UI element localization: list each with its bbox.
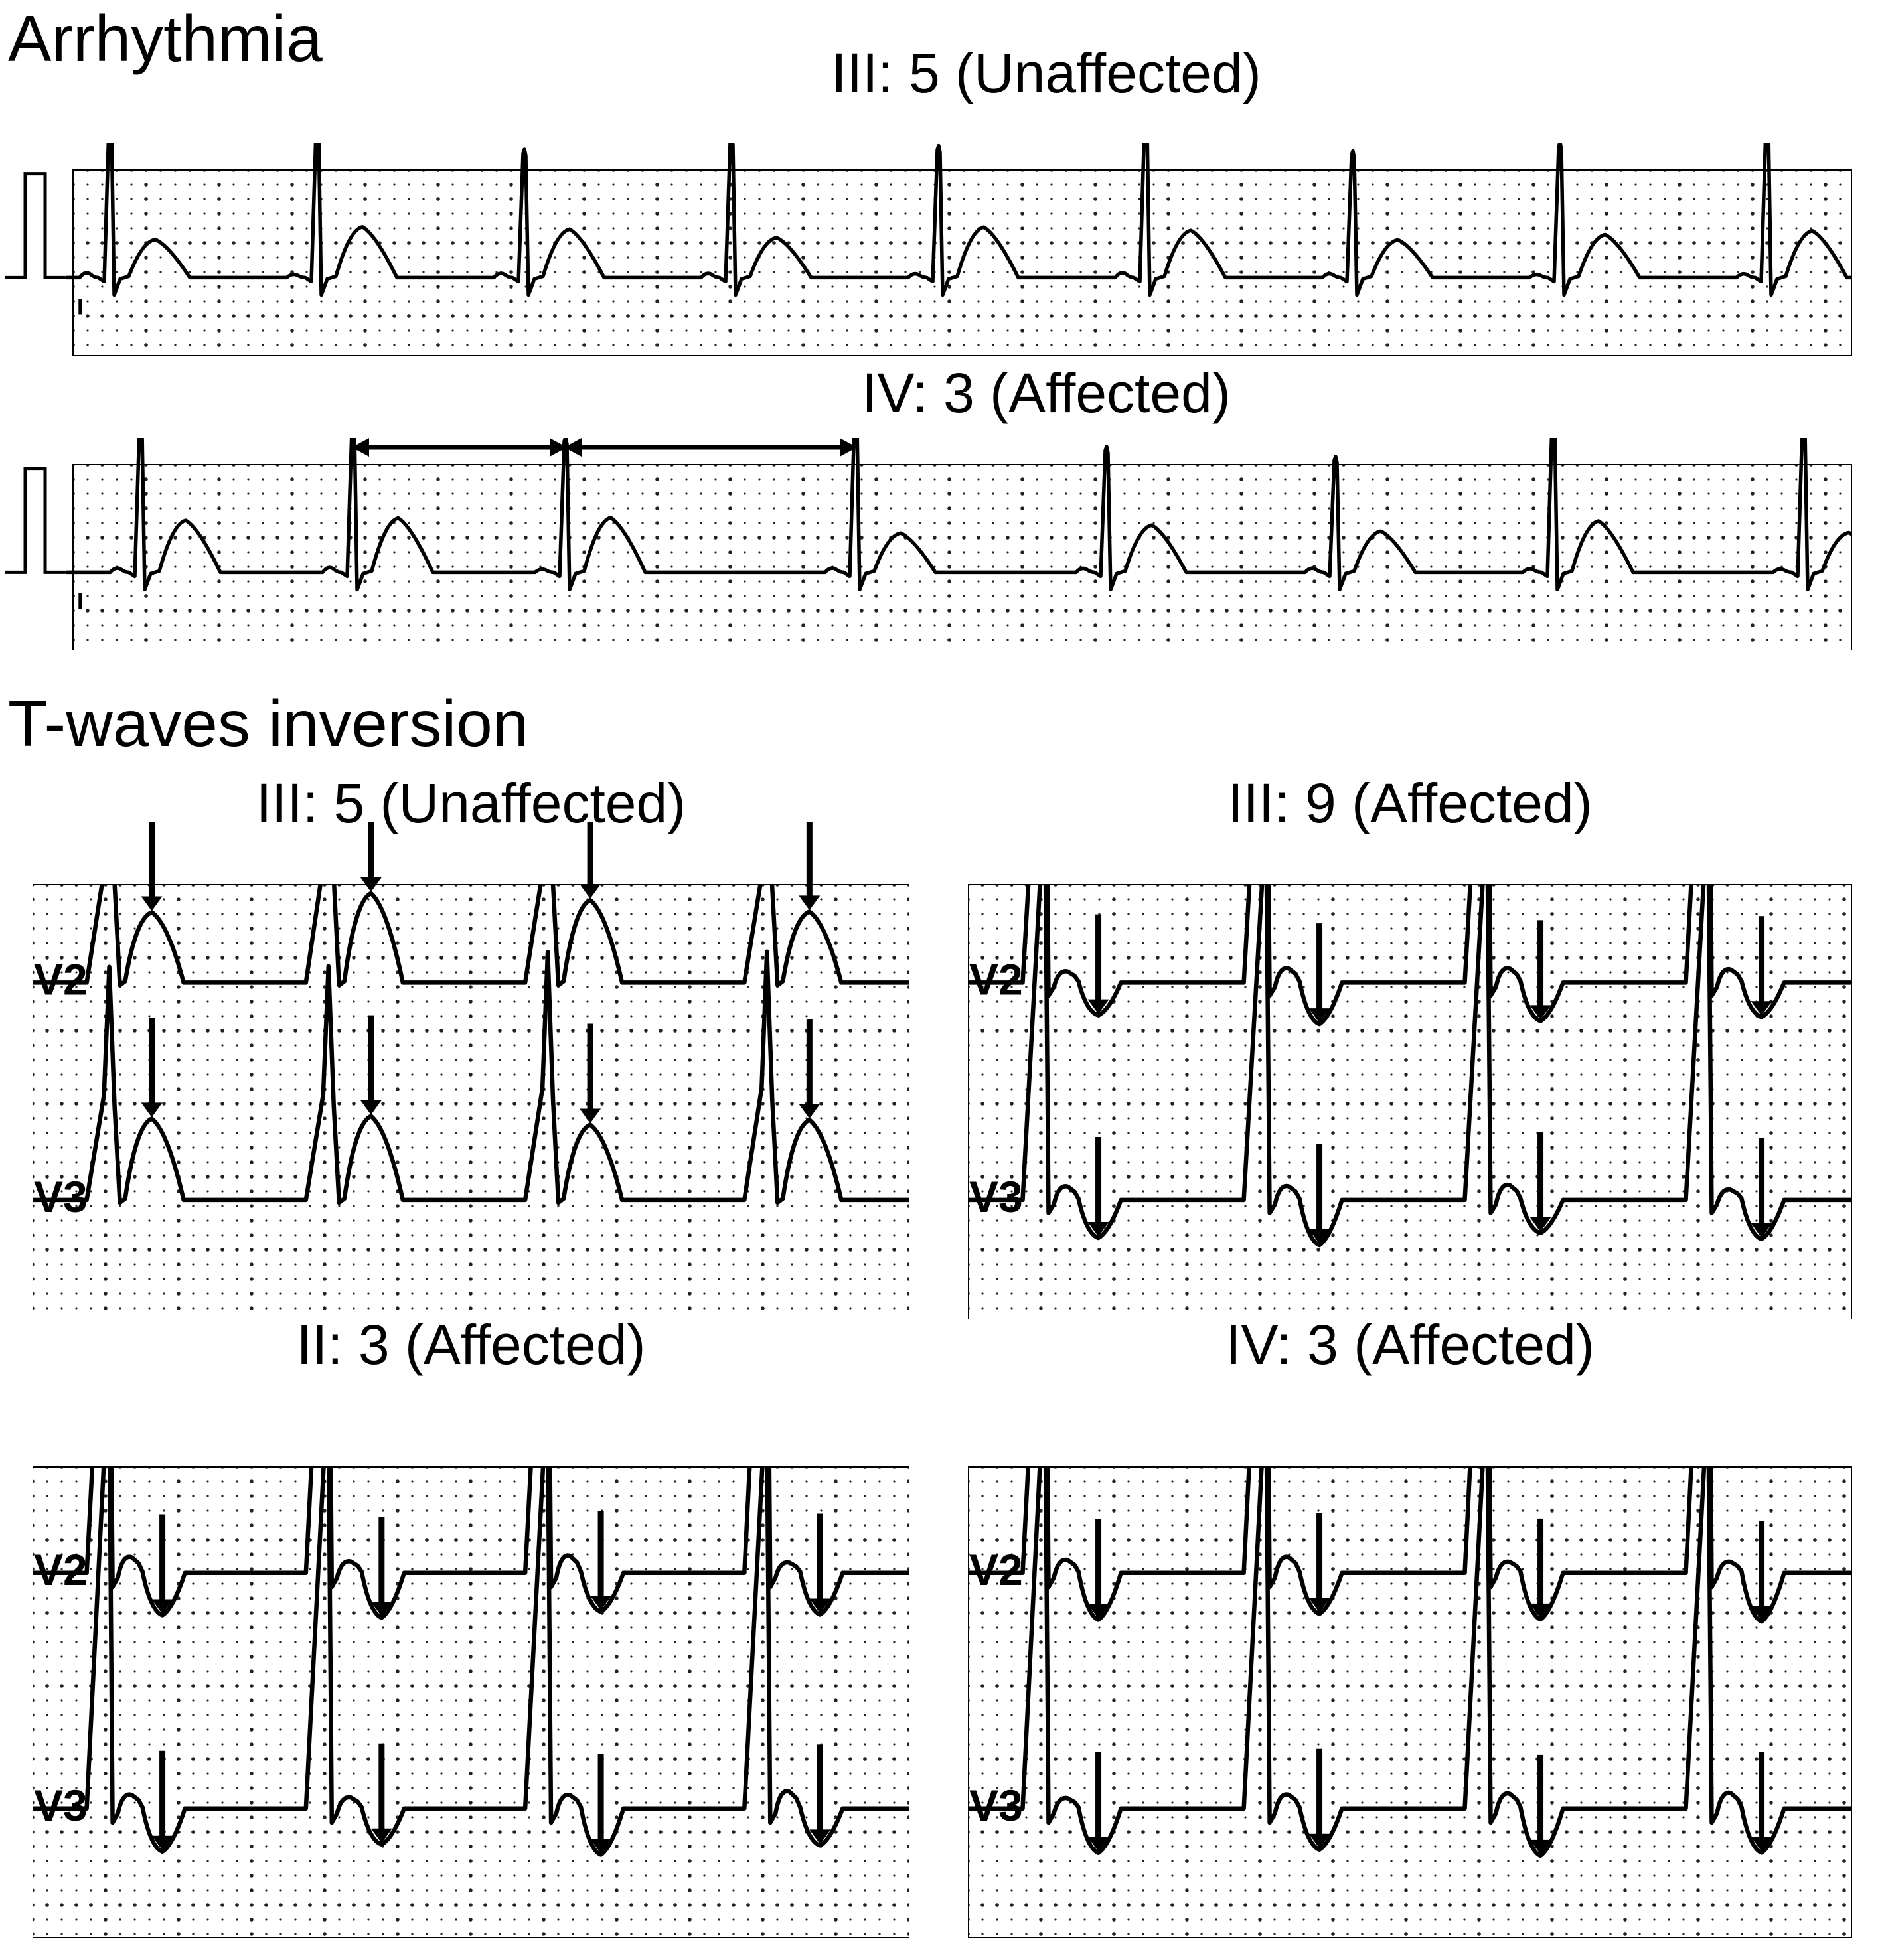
svg-text:V2: V2: [969, 954, 1023, 1004]
svg-text:V3: V3: [969, 1172, 1023, 1221]
svg-text:V3: V3: [34, 1172, 88, 1221]
svg-text:V3: V3: [969, 1781, 1023, 1830]
svg-text:V2: V2: [969, 1545, 1023, 1594]
svg-text:I: I: [77, 294, 83, 319]
svg-text:V3: V3: [34, 1781, 88, 1830]
svg-text:V2: V2: [34, 1545, 88, 1594]
svg-text:I: I: [77, 589, 83, 614]
svg-text:V2: V2: [34, 954, 88, 1004]
